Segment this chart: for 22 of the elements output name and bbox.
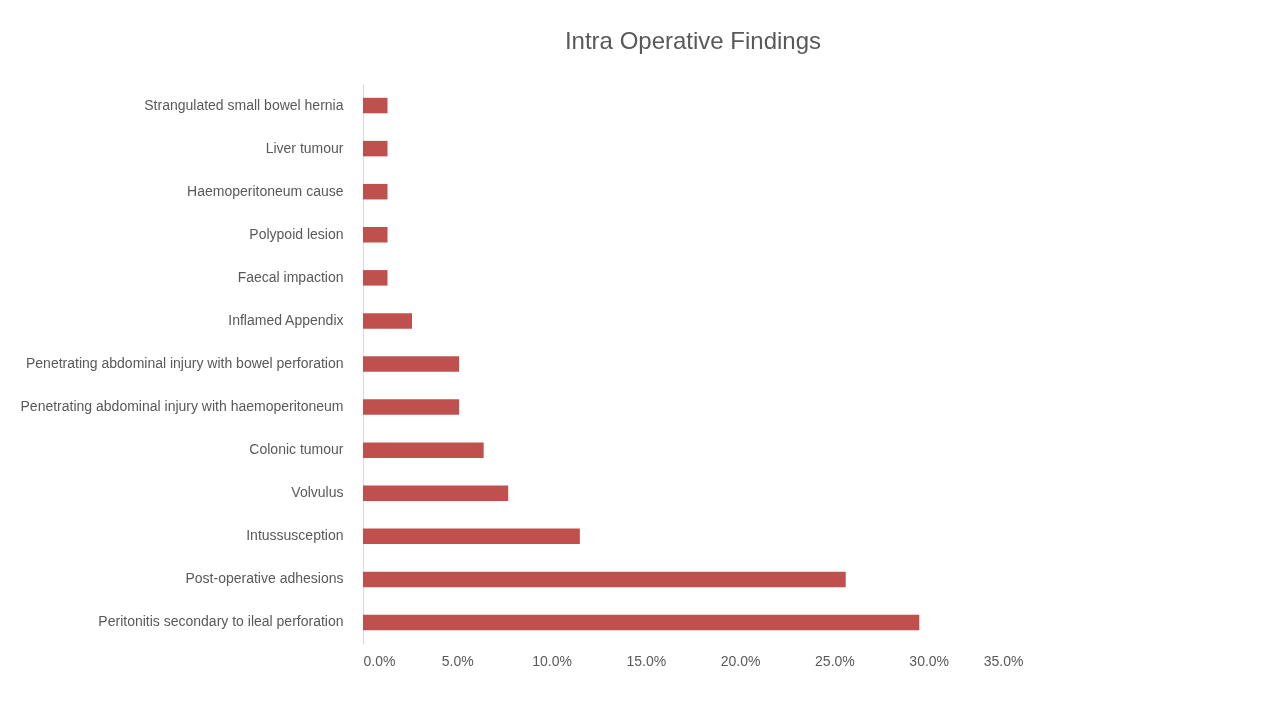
x-tick-label: 15.0%: [626, 652, 667, 669]
x-tick-label: 0.0%: [363, 652, 396, 669]
y-tick-label: Volvulus: [291, 484, 344, 501]
y-tick-label: Penetrating abdominal injury with haemoperitoneum: [20, 398, 344, 415]
x-tick-label: 20.0%: [720, 652, 761, 669]
x-tick-label: 10.0%: [532, 652, 572, 669]
y-tick-label: Liver tumour: [265, 139, 344, 156]
x-tick-label: 35.0%: [983, 652, 1024, 669]
x-tick-label: 30.0%: [909, 652, 950, 669]
y-tick-label: Intussusception: [246, 527, 344, 544]
y-tick-label: Strangulated small bowel hernia: [144, 96, 344, 113]
x-tick-label: 25.0%: [815, 652, 855, 669]
y-tick-label: Inflamed Appendix: [228, 311, 344, 328]
y-tick-label: Peritonitis secondary to ileal perforation: [98, 613, 344, 630]
y-tick-label: Colonic tumour: [249, 441, 344, 458]
y-tick-label: Post-operative adhesions: [185, 570, 344, 587]
y-tick-label: Penetrating abdominal injury with bowel perforation: [25, 355, 344, 371]
x-tick-label: 5.0%: [441, 652, 474, 669]
chart-title: Intra Operative Findings: [564, 27, 822, 54]
y-tick-label: Haemoperitoneum cause: [187, 182, 344, 199]
y-tick-label: Faecal impaction: [237, 268, 344, 285]
y-tick-label: Polypoid lesion: [249, 225, 344, 242]
